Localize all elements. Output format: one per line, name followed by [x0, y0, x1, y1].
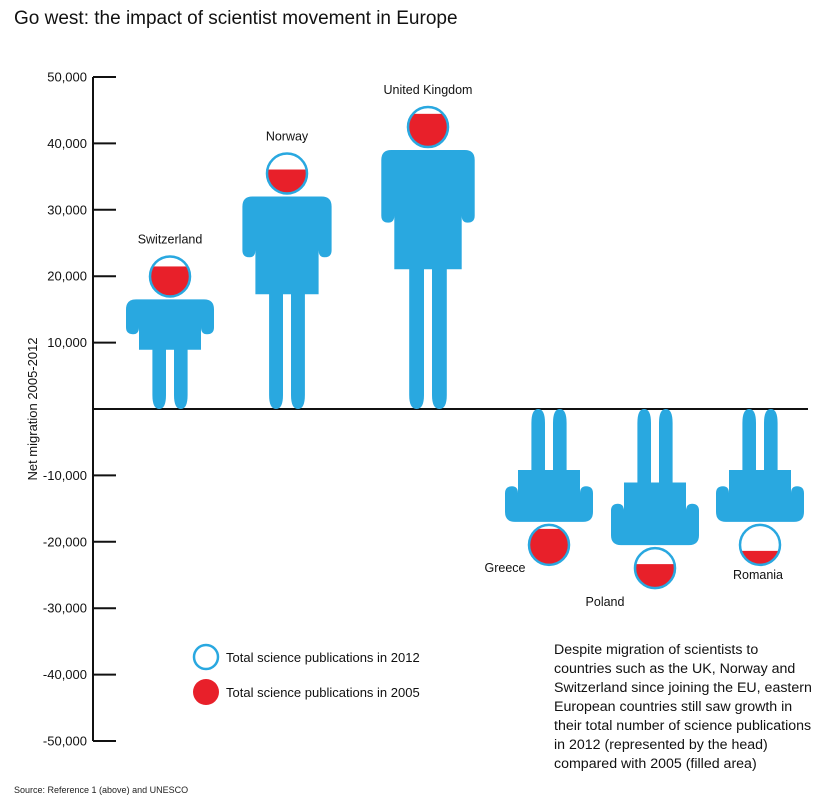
- united-kingdom-head-ring-2012: [406, 105, 450, 149]
- poland-head-fill-2005: [635, 564, 675, 589]
- y-tick-label: -30,000: [43, 601, 87, 616]
- legend: Total science publications in 2012 Total …: [192, 643, 420, 705]
- united-kingdom-bar: [381, 150, 475, 409]
- y-tick-label: 30,000: [47, 202, 87, 217]
- norway-bar: [242, 196, 332, 409]
- norway-head-ring-2012: [265, 152, 309, 195]
- united-kingdom-label: United Kingdom: [384, 83, 473, 97]
- poland-label: Poland: [586, 595, 625, 609]
- greece-bar: [505, 409, 593, 522]
- y-tick-label: 20,000: [47, 269, 87, 284]
- greece-label: Greece: [485, 561, 526, 575]
- switzerland-label: Switzerland: [138, 232, 203, 246]
- greece-head-ring-2012: [527, 523, 571, 567]
- legend-marker-2012: [192, 643, 220, 671]
- legend-label-2012: Total science publications in 2012: [226, 650, 420, 665]
- poland-bar: [611, 409, 699, 546]
- y-axis-label: Net migration 2005-2012: [25, 337, 40, 480]
- y-tick-label: -50,000: [43, 734, 87, 749]
- y-tick-label: 40,000: [47, 136, 87, 151]
- norway-head-fill-2005: [267, 169, 307, 194]
- romania-head-ring-2012: [738, 523, 782, 567]
- chart-description: Despite migration of scientists to count…: [554, 642, 812, 772]
- y-tick-label: -20,000: [43, 534, 87, 549]
- poland-head-ring-2012: [633, 546, 677, 590]
- y-tick-label: -40,000: [43, 667, 87, 682]
- switzerland-head-ring-2012: [148, 255, 192, 298]
- y-tick-label: 10,000: [47, 335, 87, 350]
- switzerland-bar: [126, 299, 214, 409]
- romania-bar: [716, 409, 804, 522]
- romania-label: Romania: [733, 568, 783, 582]
- y-tick-label: -10,000: [43, 468, 87, 483]
- legend-marker-2005: [193, 679, 219, 705]
- source-note: Source: Reference 1 (above) and UNESCO: [14, 785, 189, 795]
- norway-label: Norway: [266, 130, 309, 144]
- legend-label-2005: Total science publications in 2005: [226, 685, 420, 700]
- chart-title: Go west: the impact of scientist movemen…: [14, 8, 458, 29]
- y-tick-label: 50,000: [47, 70, 87, 85]
